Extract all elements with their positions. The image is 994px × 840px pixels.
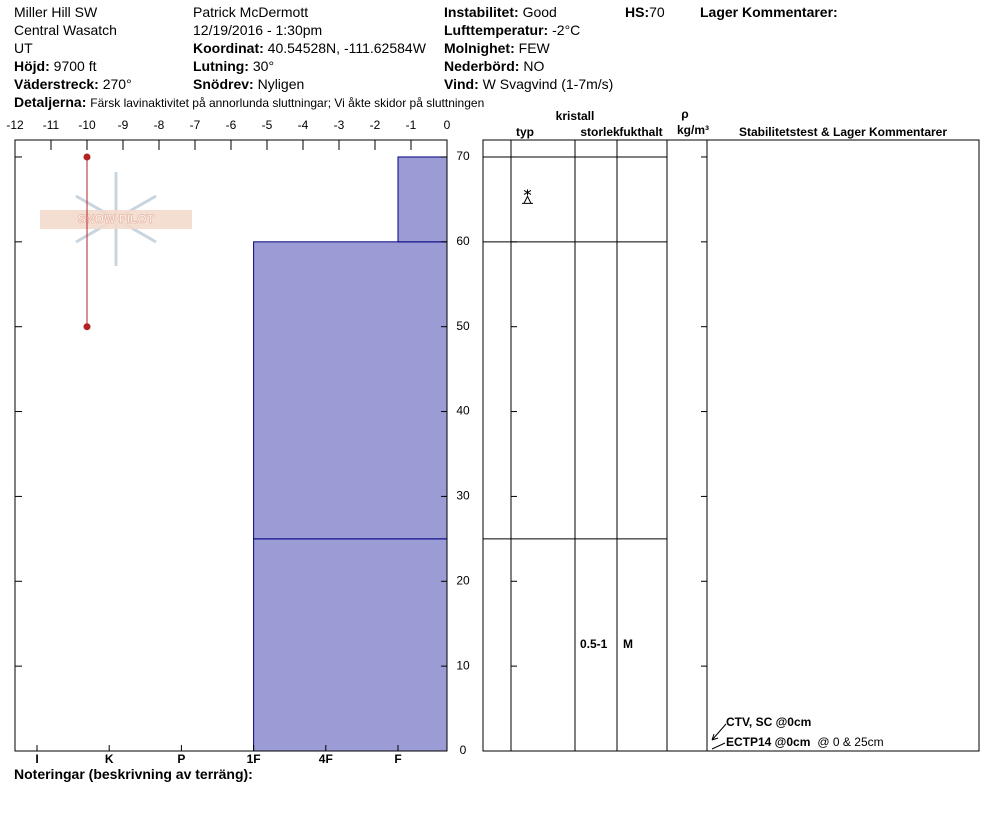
watermark-band: [40, 210, 192, 229]
label: Instabilitet:: [444, 4, 519, 20]
column-header: ρ: [681, 107, 688, 121]
crystal-symbol: [522, 189, 533, 204]
test-arrow: [711, 723, 727, 750]
label: Vind:: [444, 76, 479, 92]
elevation: Höjd: 9700 ft: [14, 58, 96, 74]
hardness-bar: [253, 241, 448, 540]
y-tick-label: 10: [456, 658, 470, 672]
layer-comments-title: Lager Kommentarer:: [700, 4, 838, 20]
notes-label: Noteringar (beskrivning av terräng):: [14, 766, 253, 782]
wind-loading: Snödrev: Nyligen: [193, 76, 304, 92]
moisture: M: [623, 637, 633, 651]
stability: Instabilitet: Good: [444, 4, 557, 20]
hardness-label: K: [105, 752, 114, 766]
test-result: CTV, SC @0cm: [726, 715, 811, 729]
y-tick-label: 50: [456, 319, 470, 333]
hardness-label: P: [177, 752, 185, 766]
hardness-bar: [397, 156, 448, 243]
x-tick-label: -9: [118, 118, 129, 132]
value: 40.54528N, -111.62584W: [267, 40, 426, 56]
x-tick-label: -11: [43, 118, 60, 132]
value: 30°: [252, 58, 275, 74]
watermark: SNOW PILOT: [78, 212, 155, 226]
table-frame: [482, 139, 980, 752]
location: Miller Hill SW: [14, 4, 98, 20]
y-tick-label: 30: [456, 489, 470, 503]
label: Höjd:: [14, 58, 50, 74]
x-tick-label: 0: [444, 118, 451, 132]
x-tick-label: -1: [406, 118, 417, 132]
value: -2°C: [552, 22, 581, 38]
range: Central Wasatch: [14, 22, 117, 38]
hardness-label: F: [394, 752, 401, 766]
observer: Patrick McDermott: [193, 4, 309, 20]
value: NO: [523, 58, 545, 74]
column-header: storlek: [580, 125, 620, 139]
y-tick-label: 70: [456, 149, 470, 163]
y-tick-label: 60: [456, 234, 470, 248]
x-tick-label: -7: [190, 118, 201, 132]
coordinates: Koordinat: 40.54528N, -111.62584W: [193, 40, 426, 56]
y-tick-label: 20: [456, 573, 470, 587]
slope: Lutning: 30°: [193, 58, 274, 74]
label: Väderstreck:: [14, 76, 99, 92]
value: 9700 ft: [53, 58, 97, 74]
temperature-point: [83, 153, 91, 161]
x-tick-label: -12: [6, 118, 24, 132]
label: HS:: [625, 4, 650, 20]
label: Lufttemperatur:: [444, 22, 549, 38]
y-tick-label: 0: [460, 743, 467, 757]
label: Molnighet:: [444, 40, 515, 56]
y-tick-label: 40: [456, 404, 470, 418]
state: UT: [14, 40, 33, 56]
value: W Svagvind (1-7m/s): [482, 76, 614, 92]
aspect: Väderstreck: 270°: [14, 76, 132, 92]
hardness-label: 4F: [319, 752, 333, 766]
x-tick-label: -5: [262, 118, 273, 132]
label: Snödrev:: [193, 76, 254, 92]
value: 70: [649, 4, 665, 20]
wind: Vind: W Svagvind (1-7m/s): [444, 76, 613, 92]
x-tick-label: -4: [298, 118, 309, 132]
x-tick-label: -6: [226, 118, 237, 132]
hardness-bar: [253, 538, 448, 752]
x-tick-label: -10: [78, 118, 96, 132]
hardness-label: I: [35, 752, 38, 766]
label: Koordinat:: [193, 40, 264, 56]
hardness-label: 1F: [247, 752, 261, 766]
column-header: Stabilitetstest & Lager Kommentarer: [739, 125, 947, 139]
column-header: fukthalt: [619, 125, 662, 139]
value: Nyligen: [257, 76, 305, 92]
test-result: ECTP14 @0cm: [726, 735, 810, 749]
grain-size: 0.5-1: [580, 637, 608, 651]
value: 270°: [102, 76, 132, 92]
sky: Molnighet: FEW: [444, 40, 550, 56]
label: Lutning:: [193, 58, 249, 74]
hs: HS:70: [625, 4, 665, 20]
value: Good: [522, 4, 557, 20]
column-header: typ: [516, 125, 534, 139]
x-tick-label: -3: [334, 118, 345, 132]
details: Detaljerna: Färsk lavinaktivitet på anno…: [14, 94, 484, 110]
x-tick-label: -2: [370, 118, 381, 132]
value: Färsk lavinaktivitet på annorlunda slutt…: [90, 96, 485, 110]
air-temp: Lufttemperatur: -2°C: [444, 22, 580, 38]
label: Nederbörd:: [444, 58, 520, 74]
datetime: 12/19/2016 - 1:30pm: [193, 22, 323, 38]
temperature-point: [83, 323, 91, 331]
precip: Nederbörd: NO: [444, 58, 544, 74]
test-depths: @ 0 & 25cm: [817, 735, 883, 749]
x-tick-label: -8: [154, 118, 165, 132]
value: FEW: [518, 40, 550, 56]
column-header: kristall: [556, 109, 595, 123]
column-header: kg/m³: [677, 123, 709, 137]
label: Detaljerna:: [14, 94, 87, 110]
